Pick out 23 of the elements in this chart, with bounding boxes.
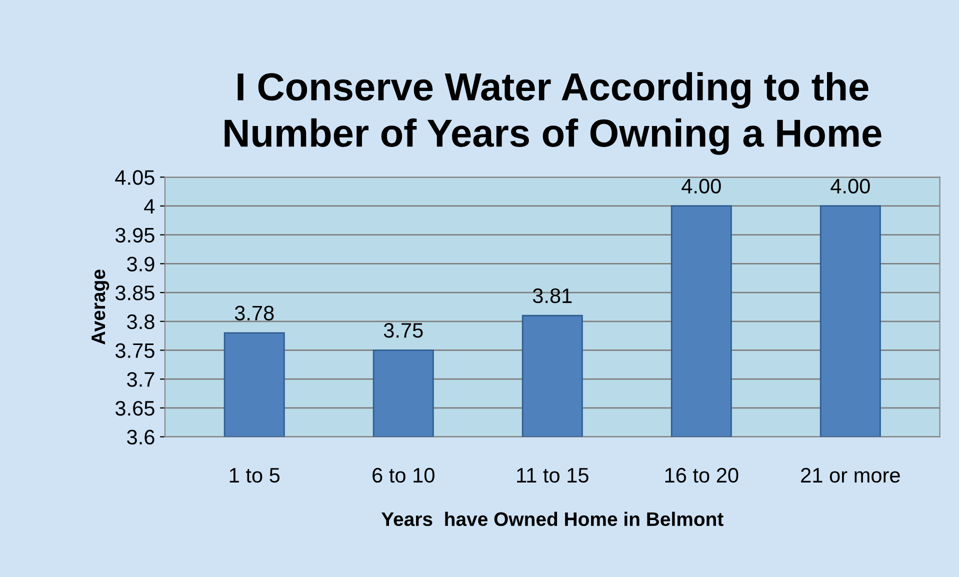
data-label: 4.00	[830, 178, 870, 194]
y-tick-label: 3.65	[115, 400, 154, 416]
y-axis-title: Average	[92, 270, 110, 344]
data-label: 4.00	[682, 178, 721, 194]
y-tick-label: 3.95	[115, 228, 154, 243]
y-tick-label: 3.7	[127, 372, 154, 387]
x-tick-label: 6 to 10	[372, 468, 434, 483]
data-label: 3.78	[234, 306, 274, 320]
data-label: 3.75	[384, 323, 423, 338]
x-tick-label: 16 to 20	[665, 468, 738, 483]
x-tick-label: 1 to 5	[230, 468, 280, 483]
y-tick-label: 3.9	[127, 256, 154, 272]
x-axis-title: Years have Owned Home in Belmont	[381, 512, 724, 526]
y-tick-label: 3.8	[127, 314, 154, 330]
y-tick-label: 4	[144, 199, 155, 214]
data-label: 3.81	[532, 288, 572, 304]
x-tick-label: 21 or more	[801, 468, 900, 483]
y-tick-label: 4.05	[115, 170, 154, 185]
x-tick-label: 11 to 15	[517, 468, 588, 483]
chart-title: I Conserve Water According to the Number of Years of Owning a Home	[224, 72, 882, 155]
y-tick-label: 3.75	[115, 343, 154, 358]
y-tick-label: 3.6	[127, 430, 154, 445]
y-tick-label: 3.85	[115, 286, 154, 300]
